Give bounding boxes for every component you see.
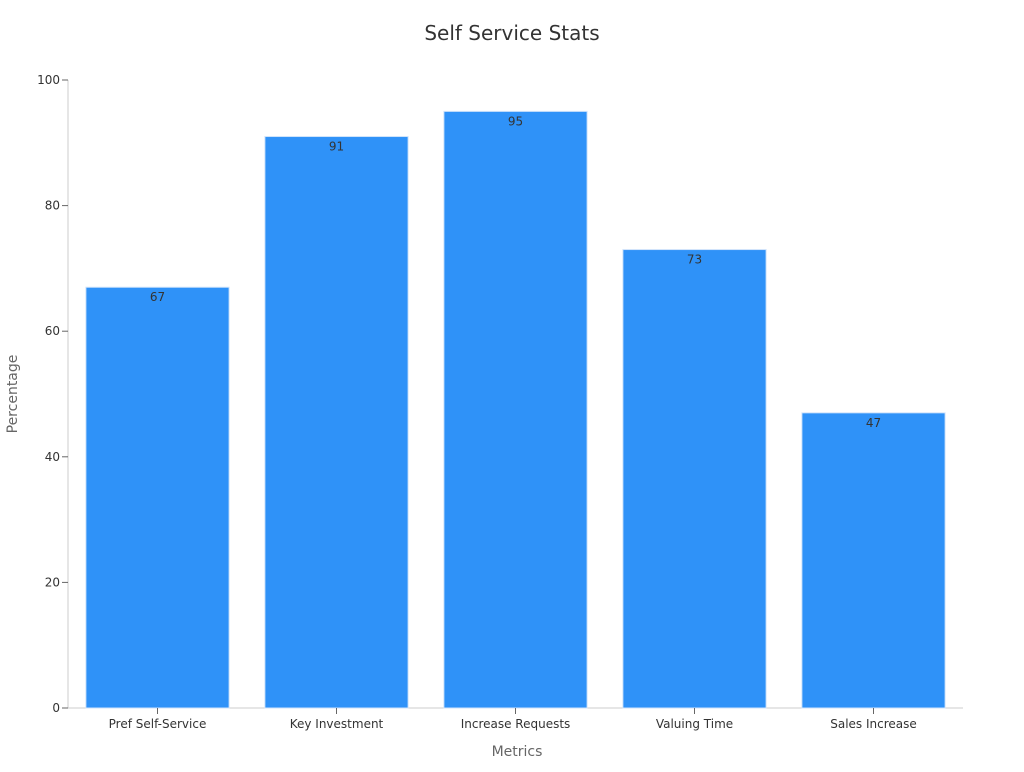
chart-title: Self Service Stats (424, 21, 599, 45)
y-tick-label: 100 (37, 73, 60, 87)
y-tick-label: 60 (45, 324, 60, 338)
data-label: 47 (866, 416, 881, 430)
x-tick-label: Pref Self-Service (109, 717, 207, 731)
bar (443, 110, 588, 709)
data-label: 91 (329, 140, 344, 154)
x-tick-label: Increase Requests (461, 717, 571, 731)
bar (801, 412, 946, 709)
x-tick-label: Key Investment (290, 717, 384, 731)
bar (264, 136, 409, 709)
x-axis-title: Metrics (492, 744, 543, 760)
y-axis-title: Percentage (5, 355, 21, 434)
x-tick-label: Valuing Time (656, 717, 733, 731)
y-tick-label: 40 (45, 450, 60, 464)
x-tick-label: Sales Increase (830, 717, 917, 731)
y-tick-label: 0 (52, 701, 60, 715)
data-label: 73 (687, 253, 702, 267)
data-label: 67 (150, 290, 165, 304)
y-tick-label: 80 (45, 199, 60, 213)
data-label: 95 (508, 114, 523, 128)
bar (85, 286, 230, 709)
bar (622, 249, 767, 709)
y-tick-label: 20 (45, 575, 60, 589)
plot-area: 0 20 40 60 80 100 67 Pref Self-Service 91 Key Inv… (37, 73, 963, 731)
